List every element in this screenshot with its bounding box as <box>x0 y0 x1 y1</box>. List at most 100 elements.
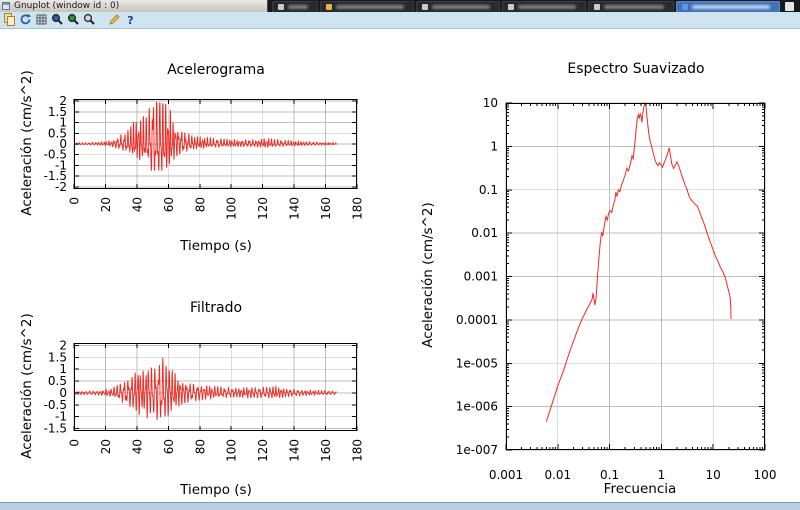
gnuplot-window-icon <box>2 2 10 10</box>
tick-label: 1 <box>658 468 666 482</box>
svg-text:?: ? <box>127 14 133 26</box>
tab-favicon-icon <box>682 4 688 10</box>
configure-icon <box>108 11 121 30</box>
zoom-next-icon <box>67 11 80 30</box>
waveform-curve <box>73 357 337 420</box>
gnuplot-titlebar[interactable]: Gnuplot (window id : 0) <box>0 0 268 12</box>
tab-title-blurred <box>336 5 404 9</box>
tick-label: 1 <box>59 362 67 376</box>
copy-icon <box>3 11 16 30</box>
plot1-ylabel: Aceleración (cm/s^2) <box>19 70 35 216</box>
tick-label: 20 <box>99 197 113 212</box>
tick-label: 80 <box>193 197 207 212</box>
ticks-layer <box>73 343 358 431</box>
grid-icon <box>35 11 48 30</box>
autoscale-icon <box>83 11 96 30</box>
ticks-layer <box>505 102 766 451</box>
tick-label: 180 <box>351 197 365 220</box>
tick-label: 120 <box>256 439 270 462</box>
tick-label: 100 <box>754 468 777 482</box>
tick-label: 1.5 <box>48 350 67 364</box>
tick-label: 0.5 <box>48 374 67 388</box>
zoom-next-button[interactable] <box>66 13 81 28</box>
tick-label: 2 <box>59 338 67 352</box>
browser-tab-1[interactable] <box>272 1 318 12</box>
tick-label: 0.1 <box>600 468 619 482</box>
browser-tab-6[interactable] <box>676 1 780 12</box>
browser-tab-3[interactable] <box>416 1 500 12</box>
window-title: Gnuplot (window id : 0) <box>14 1 120 11</box>
tick-label: 0 <box>68 197 82 205</box>
new-tab-button[interactable] <box>785 2 794 11</box>
plot2-title: Filtrado <box>189 300 243 316</box>
tick-label: -0.5 <box>44 148 67 162</box>
grid-layer <box>505 102 766 451</box>
tick-label: 0.001 <box>464 270 498 284</box>
tick-label: 0.1 <box>479 183 498 197</box>
tick-label: 0.5 <box>48 126 67 140</box>
plot-Espectro Suavizado: 10 1 0.1 0.01 0.001 0.0001 1e-005 1e-006 1e-007 0… <box>456 96 777 482</box>
plot1-xlabel: Tiempo (s) <box>180 238 252 254</box>
help-button[interactable]: ? <box>123 13 138 28</box>
tick-label: 100 <box>225 439 239 462</box>
tick-label: 0.01 <box>544 468 571 482</box>
autoscale-button[interactable] <box>82 13 97 28</box>
browser-tab-4[interactable] <box>502 1 586 12</box>
tick-label: 120 <box>256 197 270 220</box>
tick-label: 1 <box>59 116 67 130</box>
tick-label: 1 <box>490 139 498 153</box>
plot3-xlabel: Frecuencia <box>603 481 677 497</box>
zoom-previous-button[interactable] <box>50 13 65 28</box>
tick-label: 0 <box>59 386 67 400</box>
replot-icon <box>19 11 32 30</box>
tick-label: 0.0001 <box>456 313 498 327</box>
tick-label: 100 <box>225 197 239 220</box>
tick-label: 60 <box>162 197 176 212</box>
tab-favicon-icon <box>508 4 514 10</box>
tick-label: 160 <box>319 197 333 220</box>
plots-svg: -2-1.5-1-0.500.511.520 20 40 60 80 100 120 140 1… <box>44 94 777 482</box>
tick-label: 1e-007 <box>456 443 498 457</box>
tick-label: -1 <box>55 410 67 424</box>
tick-label: 60 <box>162 439 176 454</box>
tab-title-blurred <box>432 5 490 9</box>
tab-title-blurred <box>692 5 770 9</box>
top-tab-bar: Gnuplot (window id : 0) <box>0 0 800 12</box>
tick-label: 40 <box>130 439 144 454</box>
browser-tab-2[interactable] <box>320 1 414 12</box>
plot1-title: Acelerograma <box>167 62 265 78</box>
tick-label: 140 <box>288 439 302 462</box>
tab-favicon-icon <box>278 4 284 10</box>
plot-canvas[interactable]: -2 -1.5 -1 -0.5 0 0.5 1 1.5 2 0 20 40 60 80 100 120 140 1… <box>0 29 800 502</box>
replot-button[interactable] <box>18 13 33 28</box>
configure-button[interactable] <box>107 13 122 28</box>
tick-label: 1e-006 <box>456 400 498 414</box>
tick-label: 0 <box>59 137 67 151</box>
tab-favicon-icon <box>422 4 428 10</box>
zoom-previous-icon <box>51 11 64 30</box>
bottom-window-edge <box>0 502 800 510</box>
tick-label: 0 <box>68 439 82 447</box>
browser-tab-5[interactable] <box>588 1 674 12</box>
tick-label: -0.5 <box>44 398 67 412</box>
tick-label: 10 <box>483 96 498 110</box>
tick-label: 2 <box>59 94 67 108</box>
plot-Filtrado: -1.5-1-0.500.511.520 20 40 60 80 100 120 140 160… <box>44 338 365 462</box>
plot-Acelerograma: -2-1.5-1-0.500.511.520 20 40 60 80 100 120 140 1… <box>44 94 365 220</box>
tab-title-blurred <box>604 5 664 9</box>
tick-label: 0.001 <box>489 468 523 482</box>
copy-button[interactable] <box>2 11 17 30</box>
grid-layer <box>73 343 358 431</box>
plot3-title: Espectro Suavizado <box>567 61 705 77</box>
tab-title-blurred <box>518 5 576 9</box>
tick-label: 10 <box>706 468 721 482</box>
plot2-xlabel: Tiempo (s) <box>180 482 252 498</box>
tab-title-blurred <box>288 5 308 9</box>
tick-label: 160 <box>319 439 333 462</box>
grid-button[interactable] <box>34 13 49 28</box>
tick-label: -2 <box>55 180 67 194</box>
spectrum-curve <box>545 101 732 422</box>
plot2-ylabel: Aceleración (cm/s^2) <box>19 313 35 459</box>
ticks-layer <box>73 99 358 189</box>
